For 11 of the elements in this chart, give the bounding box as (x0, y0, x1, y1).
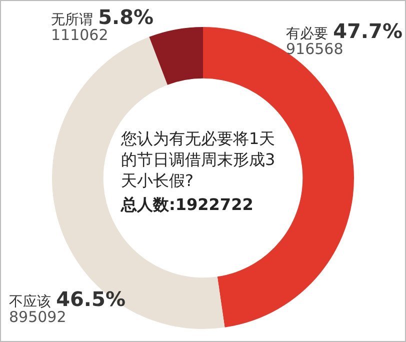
text: 895092 (9, 308, 66, 326)
data-label: 46.5% (56, 287, 126, 311)
data-label: 5.8% (98, 5, 154, 29)
slice-label: 不应该 (9, 294, 51, 310)
text: 916568 (286, 40, 344, 58)
text: 总人数:1922722 (121, 195, 254, 216)
slice-label: 无所谓 (51, 12, 93, 28)
text: 111062 (51, 26, 108, 44)
slice-label: 有必要 (286, 26, 328, 42)
data-label: 47.7% (333, 19, 402, 43)
text: 您认为有无必要将1天的节日调借周末形成3天小长假? (121, 129, 276, 192)
